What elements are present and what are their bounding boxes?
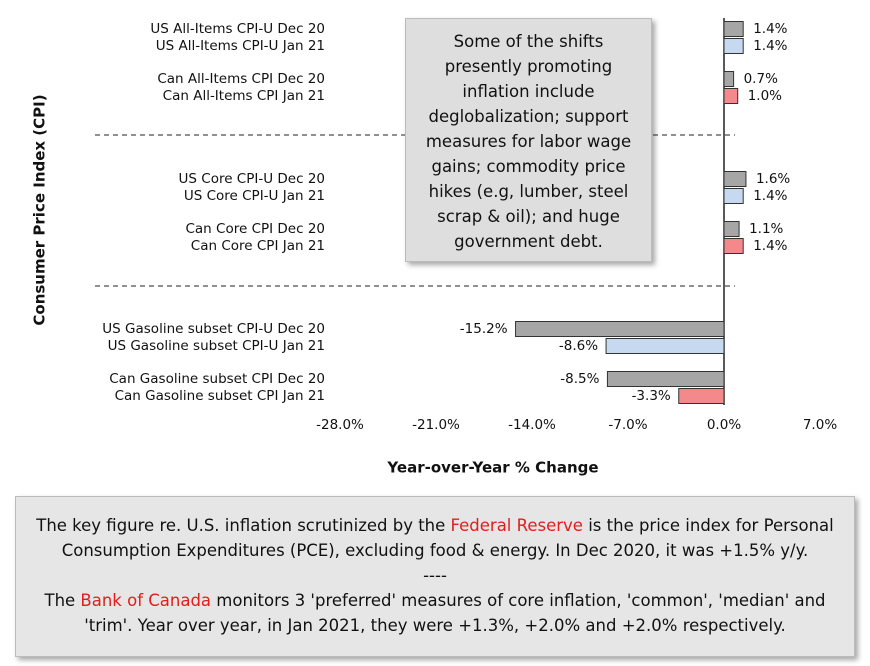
text: is the price index for Personal Consumpt… xyxy=(61,516,834,560)
value-label: 0.7% xyxy=(744,71,778,87)
bar xyxy=(723,238,744,254)
x-axis-label: Year-over-Year % Change xyxy=(386,459,598,477)
bar xyxy=(723,221,740,237)
value-label: -15.2% xyxy=(460,321,508,337)
text: The xyxy=(44,591,81,610)
category-label: US Core CPI-U Dec 20 xyxy=(179,171,325,187)
category-label: US Gasoline subset CPI-U Dec 20 xyxy=(102,321,325,337)
highlight: Bank of Canada xyxy=(80,591,212,610)
category-label: US All-Items CPI-U Jan 21 xyxy=(156,38,325,54)
separator-text: ---- xyxy=(423,566,447,585)
value-label: 1.4% xyxy=(753,238,787,254)
category-label: US Gasoline subset CPI-U Jan 21 xyxy=(108,338,325,354)
bar xyxy=(723,38,744,54)
x-tick-label: -28.0% xyxy=(316,417,364,433)
category-label: Can Gasoline subset CPI Dec 20 xyxy=(109,371,325,387)
value-label: 1.4% xyxy=(753,38,787,54)
footnote: The key figure re. U.S. inflation scruti… xyxy=(15,496,855,657)
x-tick-label: 7.0% xyxy=(803,417,837,433)
value-label: 1.4% xyxy=(753,188,787,204)
category-label: US Core CPI-U Jan 21 xyxy=(184,188,325,204)
text: monitors 3 'preferred' measures of core … xyxy=(84,591,826,635)
x-tick-label: -14.0% xyxy=(508,417,556,433)
highlight: Federal Reserve xyxy=(450,516,583,535)
chart: Consumer Price Index (CPI) Year-over-Yea… xyxy=(31,18,837,477)
bar xyxy=(723,171,747,187)
category-label: Can Core CPI Dec 20 xyxy=(185,221,325,237)
text: The key figure re. U.S. inflation scruti… xyxy=(36,516,451,535)
bar xyxy=(723,21,744,37)
value-label: 1.0% xyxy=(748,88,782,104)
footnote-paragraph: The key figure re. U.S. inflation scruti… xyxy=(30,513,840,563)
bar xyxy=(606,371,725,387)
value-label: -8.6% xyxy=(559,338,598,354)
bar xyxy=(723,88,739,104)
value-label: 1.6% xyxy=(756,171,790,187)
value-label: -8.5% xyxy=(560,371,599,387)
category-label: Can All-Items CPI Jan 21 xyxy=(163,88,325,104)
bar xyxy=(605,338,725,354)
bar xyxy=(723,71,735,87)
footnote-paragraph: The Bank of Canada monitors 3 'preferred… xyxy=(30,588,840,638)
annotation: Some of the shifts presently promoting i… xyxy=(405,18,652,262)
x-tick-label: -7.0% xyxy=(608,417,647,433)
value-label: -3.3% xyxy=(632,388,671,404)
bar xyxy=(723,188,744,204)
x-tick-label: -21.0% xyxy=(412,417,460,433)
category-label: Can Gasoline subset CPI Jan 21 xyxy=(115,388,325,404)
bar xyxy=(515,321,725,337)
value-label: 1.4% xyxy=(753,21,787,37)
y-axis-label: Consumer Price Index (CPI) xyxy=(31,94,49,325)
bar xyxy=(678,388,725,404)
value-label: 1.1% xyxy=(749,221,783,237)
category-label: US All-Items CPI-U Dec 20 xyxy=(150,21,325,37)
x-tick-label: 0.0% xyxy=(707,417,741,433)
category-label: Can All-Items CPI Dec 20 xyxy=(157,71,325,87)
category-label: Can Core CPI Jan 21 xyxy=(191,238,325,254)
